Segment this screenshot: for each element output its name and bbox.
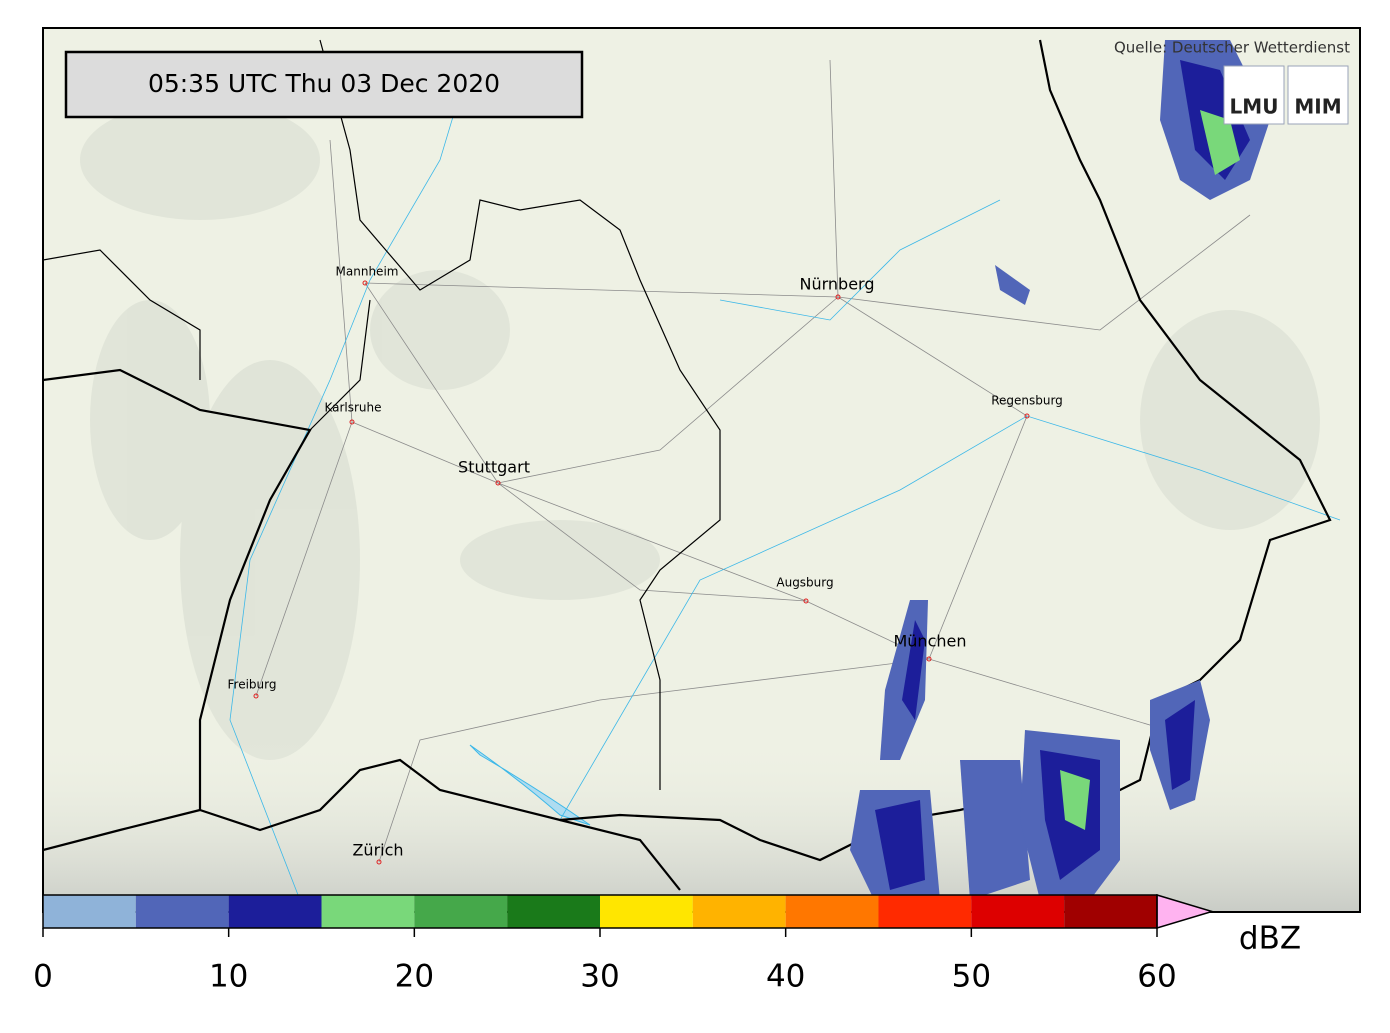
colorbar-segment — [692, 895, 786, 928]
colorbar-tick-label: 40 — [766, 959, 805, 995]
timestamp: 05:35 UTC Thu 03 Dec 2020 — [148, 69, 500, 98]
city-label: Zürich — [352, 841, 403, 860]
colorbar-segment — [228, 895, 322, 928]
colorbar-unit: dBZ — [1239, 921, 1301, 957]
colorbar-tick-label: 60 — [1137, 959, 1176, 995]
colorbar-tick-label: 20 — [395, 959, 434, 995]
city-marker — [1024, 413, 1030, 419]
lake — [469, 744, 591, 826]
colorbar-segment — [414, 895, 508, 928]
colorbar-segment — [507, 895, 600, 928]
city-marker — [495, 480, 501, 486]
city-label: Karlsruhe — [324, 401, 381, 415]
timestamp-box — [64, 50, 584, 119]
map-area: Mannheim Nürnberg Karlsruhe Stuttgart Regens… — [43, 28, 1360, 912]
data-source: Quelle: Deutscher Wetterdienst — [1114, 39, 1350, 57]
state-borders — [43, 39, 721, 790]
logo-right-box — [1287, 65, 1349, 125]
colorbar-segment — [785, 895, 879, 928]
city-marker — [926, 656, 932, 662]
city-label: Freiburg — [228, 678, 277, 692]
city-marker — [362, 280, 368, 286]
colorbar: 0 10 20 30 40 50 60 dBZ — [33, 893, 1301, 995]
colorbar-tick-label: 10 — [209, 959, 248, 995]
city-marker — [376, 859, 382, 865]
city-label: München — [893, 632, 966, 651]
logo-left: LMU — [1230, 95, 1279, 119]
city-marker — [803, 598, 809, 604]
city-label: Nürnberg — [800, 275, 875, 294]
national-borders — [43, 39, 1332, 891]
logo-left-box — [1223, 65, 1285, 125]
colorbar-segment — [971, 895, 1065, 928]
city-marker — [253, 693, 259, 699]
city-label: Regensburg — [991, 394, 1063, 408]
rivers — [229, 59, 1341, 901]
colorbar-tick-label: 50 — [952, 959, 991, 995]
radar-echoes — [850, 40, 1270, 912]
city-label: Stuttgart — [458, 458, 530, 477]
colorbar-segment — [321, 895, 415, 928]
colorbar-segment — [600, 895, 693, 928]
colorbar-tick-label: 30 — [580, 959, 619, 995]
colorbar-segment — [878, 895, 972, 928]
city-marker — [349, 419, 355, 425]
colorbar-segment — [1064, 895, 1157, 928]
alps-shading — [43, 740, 1360, 912]
city-label: Augsburg — [776, 576, 833, 590]
colorbar-segment — [135, 895, 229, 928]
city-marker — [835, 294, 841, 300]
city-label: Mannheim — [336, 265, 399, 279]
logo-right: MIM — [1294, 95, 1341, 119]
colorbar-segment — [43, 895, 136, 928]
terrain-shading — [80, 100, 1320, 760]
cities: Mannheim Nürnberg Karlsruhe Stuttgart Regens… — [228, 265, 1063, 865]
roads — [255, 59, 1251, 863]
colorbar-tick-label: 0 — [33, 959, 53, 995]
